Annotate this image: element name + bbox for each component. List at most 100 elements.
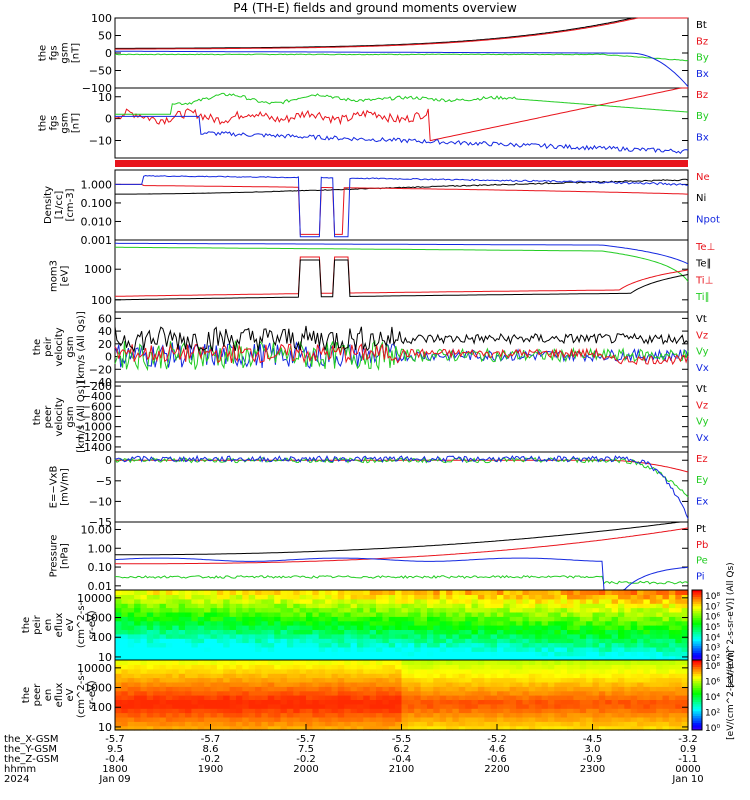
spectrogram-cell — [573, 607, 581, 613]
spectrogram-cell — [261, 655, 269, 661]
bx-trace — [115, 115, 689, 155]
spectrogram-cell — [637, 638, 645, 644]
spectrogram-cell — [127, 686, 135, 692]
spectrogram-cell — [427, 594, 434, 600]
spectrogram-cell — [337, 668, 345, 674]
spectrogram-cell — [471, 590, 479, 595]
spectrogram-cell — [344, 660, 352, 665]
spectrogram-cell — [649, 655, 657, 661]
spectrogram-cell — [509, 620, 517, 626]
spectrogram-cell — [592, 625, 600, 630]
spectrogram-cell — [675, 681, 683, 687]
spectrogram-cell — [223, 655, 231, 661]
spectrogram-cell — [554, 598, 562, 604]
spectrogram-cell — [490, 646, 498, 652]
spectrogram-cell — [210, 708, 218, 714]
spectrogram-cell — [197, 620, 205, 626]
spectrogram-cell — [306, 603, 313, 609]
legend-te∥: Te∥ — [695, 259, 712, 270]
spectrogram-cell — [356, 611, 364, 617]
spectrogram-cell — [229, 725, 237, 731]
spectrogram-cell — [318, 699, 326, 705]
x-tick-label: Jan 09 — [98, 774, 130, 785]
spectrogram-cell — [675, 655, 683, 661]
spectrogram-cell — [115, 660, 122, 665]
spectrogram-cell — [452, 603, 460, 609]
spectrogram-cell — [286, 677, 294, 683]
spectrogram-cell — [649, 629, 657, 635]
spectrogram-cell — [630, 677, 638, 683]
spectrogram-cell — [178, 642, 186, 648]
spectrogram-cell — [452, 594, 460, 600]
spectrogram-cell — [547, 695, 555, 700]
spectrogram-cell — [191, 598, 199, 604]
spectrogram-cell — [446, 598, 454, 604]
spectrogram-cell — [681, 673, 689, 679]
spectrogram-cell — [395, 664, 403, 670]
spectrogram-cell — [274, 633, 282, 639]
spectrogram-cell — [509, 655, 517, 661]
spectrogram-cell — [401, 699, 409, 705]
spectrogram-cell — [675, 629, 683, 635]
spectrogram-cell — [471, 695, 479, 700]
spectrogram-cell — [325, 651, 333, 657]
spectrogram-cell — [197, 646, 205, 652]
spectrogram-cell — [369, 725, 377, 731]
spectrogram-cell — [567, 681, 574, 687]
spectrogram-cell — [197, 651, 205, 657]
spectrogram-cell — [204, 655, 212, 661]
spectrogram-cell — [516, 651, 524, 657]
spectrogram-cell — [344, 677, 352, 683]
spectrogram-cell — [229, 690, 237, 696]
spectrogram-cell — [185, 690, 192, 696]
spectrogram-cell — [605, 660, 613, 665]
spectrogram-cell — [490, 712, 498, 718]
spectrogram-cell — [140, 686, 148, 692]
pb-trace — [115, 527, 689, 565]
spectrogram-cell — [248, 725, 256, 731]
spectrogram-cell — [395, 668, 403, 674]
spectrogram-cell — [159, 629, 167, 635]
spectrogram-cell — [236, 725, 243, 731]
spectrogram-cell — [535, 625, 543, 630]
spectrogram-cell — [420, 699, 428, 705]
spectrogram-cell — [376, 594, 383, 600]
spectrogram-cell — [395, 616, 403, 622]
spectrogram-cell — [159, 611, 167, 617]
spectrogram-cell — [356, 664, 364, 670]
spectrogram-cell — [560, 651, 568, 657]
spectrogram-cell — [407, 712, 415, 718]
spectrogram-cell — [274, 686, 282, 692]
y-axis-label: [eV] — [60, 266, 71, 287]
spectrogram-cell — [395, 721, 403, 727]
spectrogram-cell — [318, 638, 326, 644]
legend-npot: Npot — [696, 214, 720, 225]
spectrogram-cell — [471, 721, 479, 727]
spectrogram-cell — [611, 721, 619, 727]
spectrogram-cell — [509, 708, 517, 714]
spectrogram-cell — [223, 686, 231, 692]
spectrogram-cell — [503, 598, 511, 604]
spectrogram-cell — [643, 660, 651, 665]
spectrogram-cell — [146, 625, 154, 630]
spectrogram-cell — [471, 664, 479, 670]
spectrogram-cell — [522, 664, 530, 670]
spectrogram-cell — [261, 721, 269, 727]
spectrogram-cell — [185, 620, 192, 626]
spectrogram-cell — [420, 677, 428, 683]
spectrogram-cell — [547, 681, 555, 687]
spectrogram-cell — [286, 646, 294, 652]
spectrogram-cell — [452, 655, 460, 661]
y-axis-label: en — [43, 689, 54, 702]
spectrogram-cell — [484, 690, 492, 696]
spectrogram-cell — [490, 695, 498, 700]
spectrogram-cell — [675, 708, 683, 714]
spectrogram-cell — [255, 590, 263, 595]
spectrogram-cell — [248, 655, 256, 661]
spectrogram-cell — [452, 598, 460, 604]
panel-frame — [114, 87, 689, 159]
spectrogram-cell — [592, 590, 600, 595]
spectrogram-cell — [497, 638, 504, 644]
spectrogram-cell — [490, 611, 498, 617]
spectrogram-cell — [210, 712, 218, 718]
